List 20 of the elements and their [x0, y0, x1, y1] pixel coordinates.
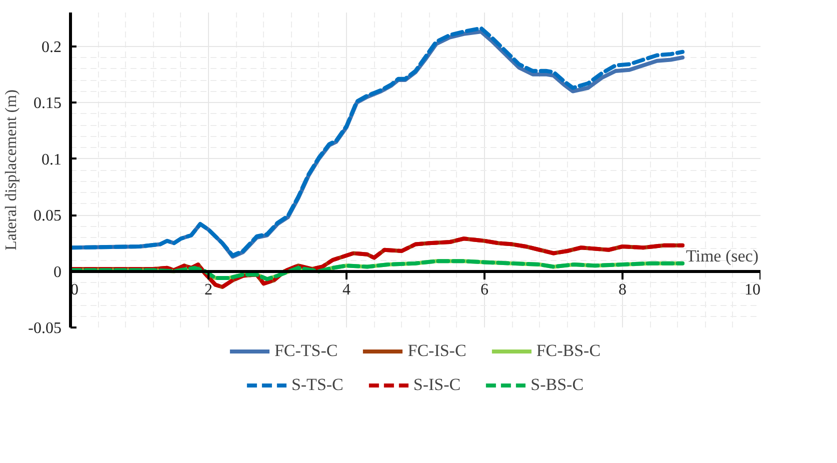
legend-label: FC-TS-C [274, 341, 338, 361]
y-tick-label: 0.1 [42, 151, 62, 168]
x-tick-label: 10 [744, 281, 760, 298]
legend-label: S-TS-C [291, 375, 344, 395]
legend-label: S-BS-C [530, 375, 584, 395]
legend-label: S-IS-C [413, 375, 461, 395]
y-axis-title: Lateral displacement (m) [3, 90, 20, 250]
line-series [70, 259, 685, 282]
legend-label: FC-IS-C [408, 341, 466, 361]
y-tick-label: 0 [54, 264, 62, 281]
legend-label: FC-BS-C [536, 341, 601, 361]
y-tick-label: 0.2 [42, 38, 62, 56]
y-tick-label: 0.15 [34, 95, 62, 112]
x-axis-title: Time (sec) [686, 246, 759, 266]
x-tick-label: 2 [204, 281, 212, 298]
y-tick-label: -0.05 [28, 320, 62, 337]
x-tick-label: 4 [342, 281, 350, 298]
x-tick-label: 8 [618, 281, 626, 298]
y-tick-label: 0.05 [34, 208, 62, 224]
x-tick-label: 6 [480, 281, 488, 298]
